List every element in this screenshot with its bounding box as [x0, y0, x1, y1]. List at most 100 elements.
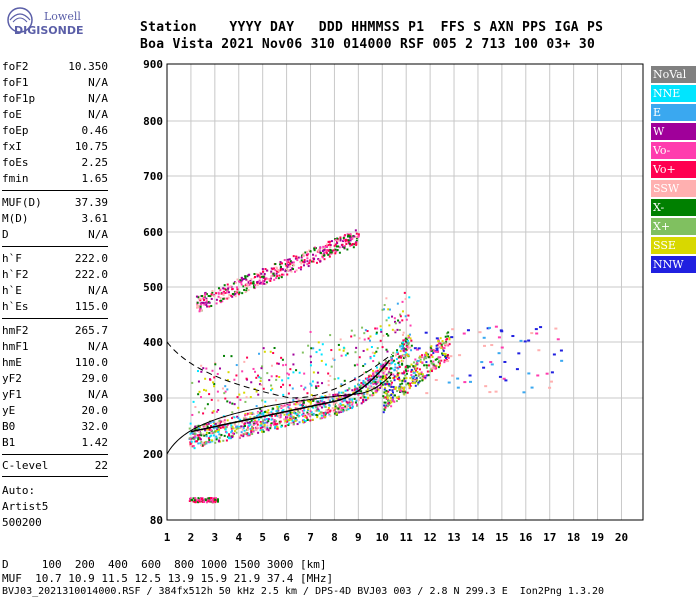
- echo-point: [295, 269, 298, 272]
- param-row: foF1 N/A: [2, 76, 108, 92]
- echo-point: [334, 252, 337, 255]
- echo-point: [245, 428, 248, 431]
- echo-point: [262, 276, 265, 279]
- echo-point: [294, 403, 297, 406]
- echo-point: [261, 412, 264, 415]
- echo-point: [253, 419, 256, 422]
- separator-line: [2, 476, 108, 477]
- echo-point: [304, 251, 307, 254]
- echo-point: [321, 253, 324, 256]
- echo-point: [240, 431, 243, 434]
- echo-point: [444, 335, 447, 338]
- echo-point: [286, 404, 289, 407]
- echo-point: [391, 389, 394, 392]
- echo-point: [339, 405, 342, 408]
- echo-point: [206, 428, 209, 431]
- echo-point: [278, 422, 281, 425]
- echo-point: [392, 351, 395, 354]
- echo-point: [396, 352, 399, 355]
- echo-point: [387, 402, 390, 405]
- echo-point: [335, 397, 338, 400]
- param-value: 10.350: [68, 60, 108, 73]
- echo-point: [275, 277, 278, 280]
- echo-point: [391, 391, 394, 394]
- echo-point: [560, 359, 564, 362]
- echo-point: [340, 404, 343, 407]
- echo-point: [330, 365, 333, 368]
- separator-line: [2, 246, 108, 247]
- legend-item: NNE: [651, 85, 696, 102]
- echo-point: [255, 421, 258, 424]
- echo-point: [203, 388, 206, 391]
- echo-point: [276, 413, 279, 416]
- echo-point: [236, 396, 239, 399]
- echo-point: [404, 391, 407, 394]
- echo-point: [416, 362, 419, 365]
- echo-point: [317, 250, 320, 253]
- echo-point: [482, 336, 486, 339]
- echo-point: [206, 305, 209, 308]
- echo-point: [552, 353, 556, 356]
- echo-point: [320, 414, 323, 417]
- echo-point: [371, 386, 374, 389]
- echo-point: [340, 395, 343, 398]
- echo-point: [309, 382, 312, 385]
- echo-point: [267, 409, 270, 412]
- echo-point: [399, 313, 402, 316]
- echo-point: [342, 238, 345, 241]
- echo-point: [383, 391, 386, 394]
- echo-point: [264, 405, 267, 408]
- echo-point: [408, 386, 411, 389]
- echo-point: [306, 392, 309, 395]
- echo-point: [445, 358, 448, 361]
- echo-point: [290, 414, 293, 417]
- echo-point: [320, 353, 323, 356]
- echo-point: [287, 392, 290, 395]
- echo-point: [286, 273, 289, 276]
- echo-point: [260, 367, 263, 370]
- echo-point: [246, 434, 249, 437]
- echo-point: [275, 267, 278, 270]
- echo-point: [421, 373, 424, 376]
- echo-point: [273, 420, 276, 423]
- echo-point: [482, 344, 486, 347]
- echo-point: [273, 267, 276, 270]
- echo-point: [201, 497, 204, 500]
- echo-point: [383, 367, 386, 370]
- echo-point: [317, 341, 320, 344]
- echo-point: [321, 250, 324, 253]
- echo-point: [200, 434, 203, 437]
- echo-point: [383, 401, 386, 404]
- echo-point: [375, 378, 378, 381]
- echo-point: [216, 428, 219, 431]
- echo-point: [335, 406, 338, 409]
- echo-point: [312, 406, 315, 409]
- echo-point: [242, 425, 245, 428]
- echo-point: [421, 361, 424, 364]
- echo-point: [338, 348, 341, 351]
- echo-point: [440, 343, 443, 346]
- echo-point: [258, 352, 261, 355]
- echo-point: [438, 359, 441, 362]
- echo-point: [456, 377, 460, 380]
- echo-point: [193, 447, 196, 450]
- echo-point: [270, 418, 273, 421]
- echo-point: [292, 399, 295, 402]
- echo-point: [311, 418, 314, 421]
- echo-point: [434, 358, 437, 361]
- echo-point: [387, 400, 390, 403]
- echo-point: [282, 409, 285, 412]
- echo-point: [328, 253, 331, 256]
- echo-point: [273, 423, 276, 426]
- echo-point: [383, 388, 386, 391]
- echo-point: [324, 405, 327, 408]
- echo-point: [404, 315, 407, 318]
- echo-point: [267, 420, 270, 423]
- echo-point: [193, 435, 196, 438]
- echo-point: [448, 338, 451, 341]
- echo-point: [261, 280, 264, 283]
- echo-point: [205, 431, 208, 434]
- echo-point: [338, 406, 341, 409]
- echo-point: [215, 438, 218, 441]
- echo-point: [225, 439, 228, 442]
